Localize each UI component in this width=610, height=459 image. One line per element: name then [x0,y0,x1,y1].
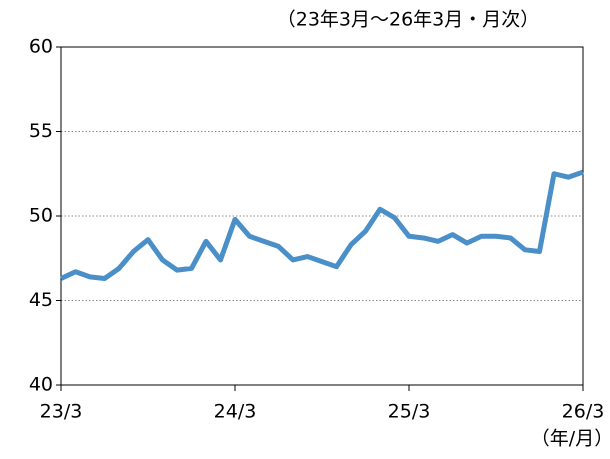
x-axis-label: （年/月） [531,428,610,450]
x-tick-label: 26/3 [562,401,605,423]
plot-frame [60,46,584,386]
y-tick-label: 60 [29,36,53,58]
y-tick-label: 55 [29,120,53,142]
data-line [59,169,584,282]
chart-subtitle: （23年3月～26年3月・月次） [277,9,540,31]
y-tick-label: 40 [29,374,53,396]
x-tick-label: 24/3 [214,401,257,423]
x-tick-label: 25/3 [388,401,431,423]
x-tick-label: 23/3 [40,401,83,423]
y-tick-label: 45 [29,289,53,311]
y-tick-label: 50 [29,205,53,227]
